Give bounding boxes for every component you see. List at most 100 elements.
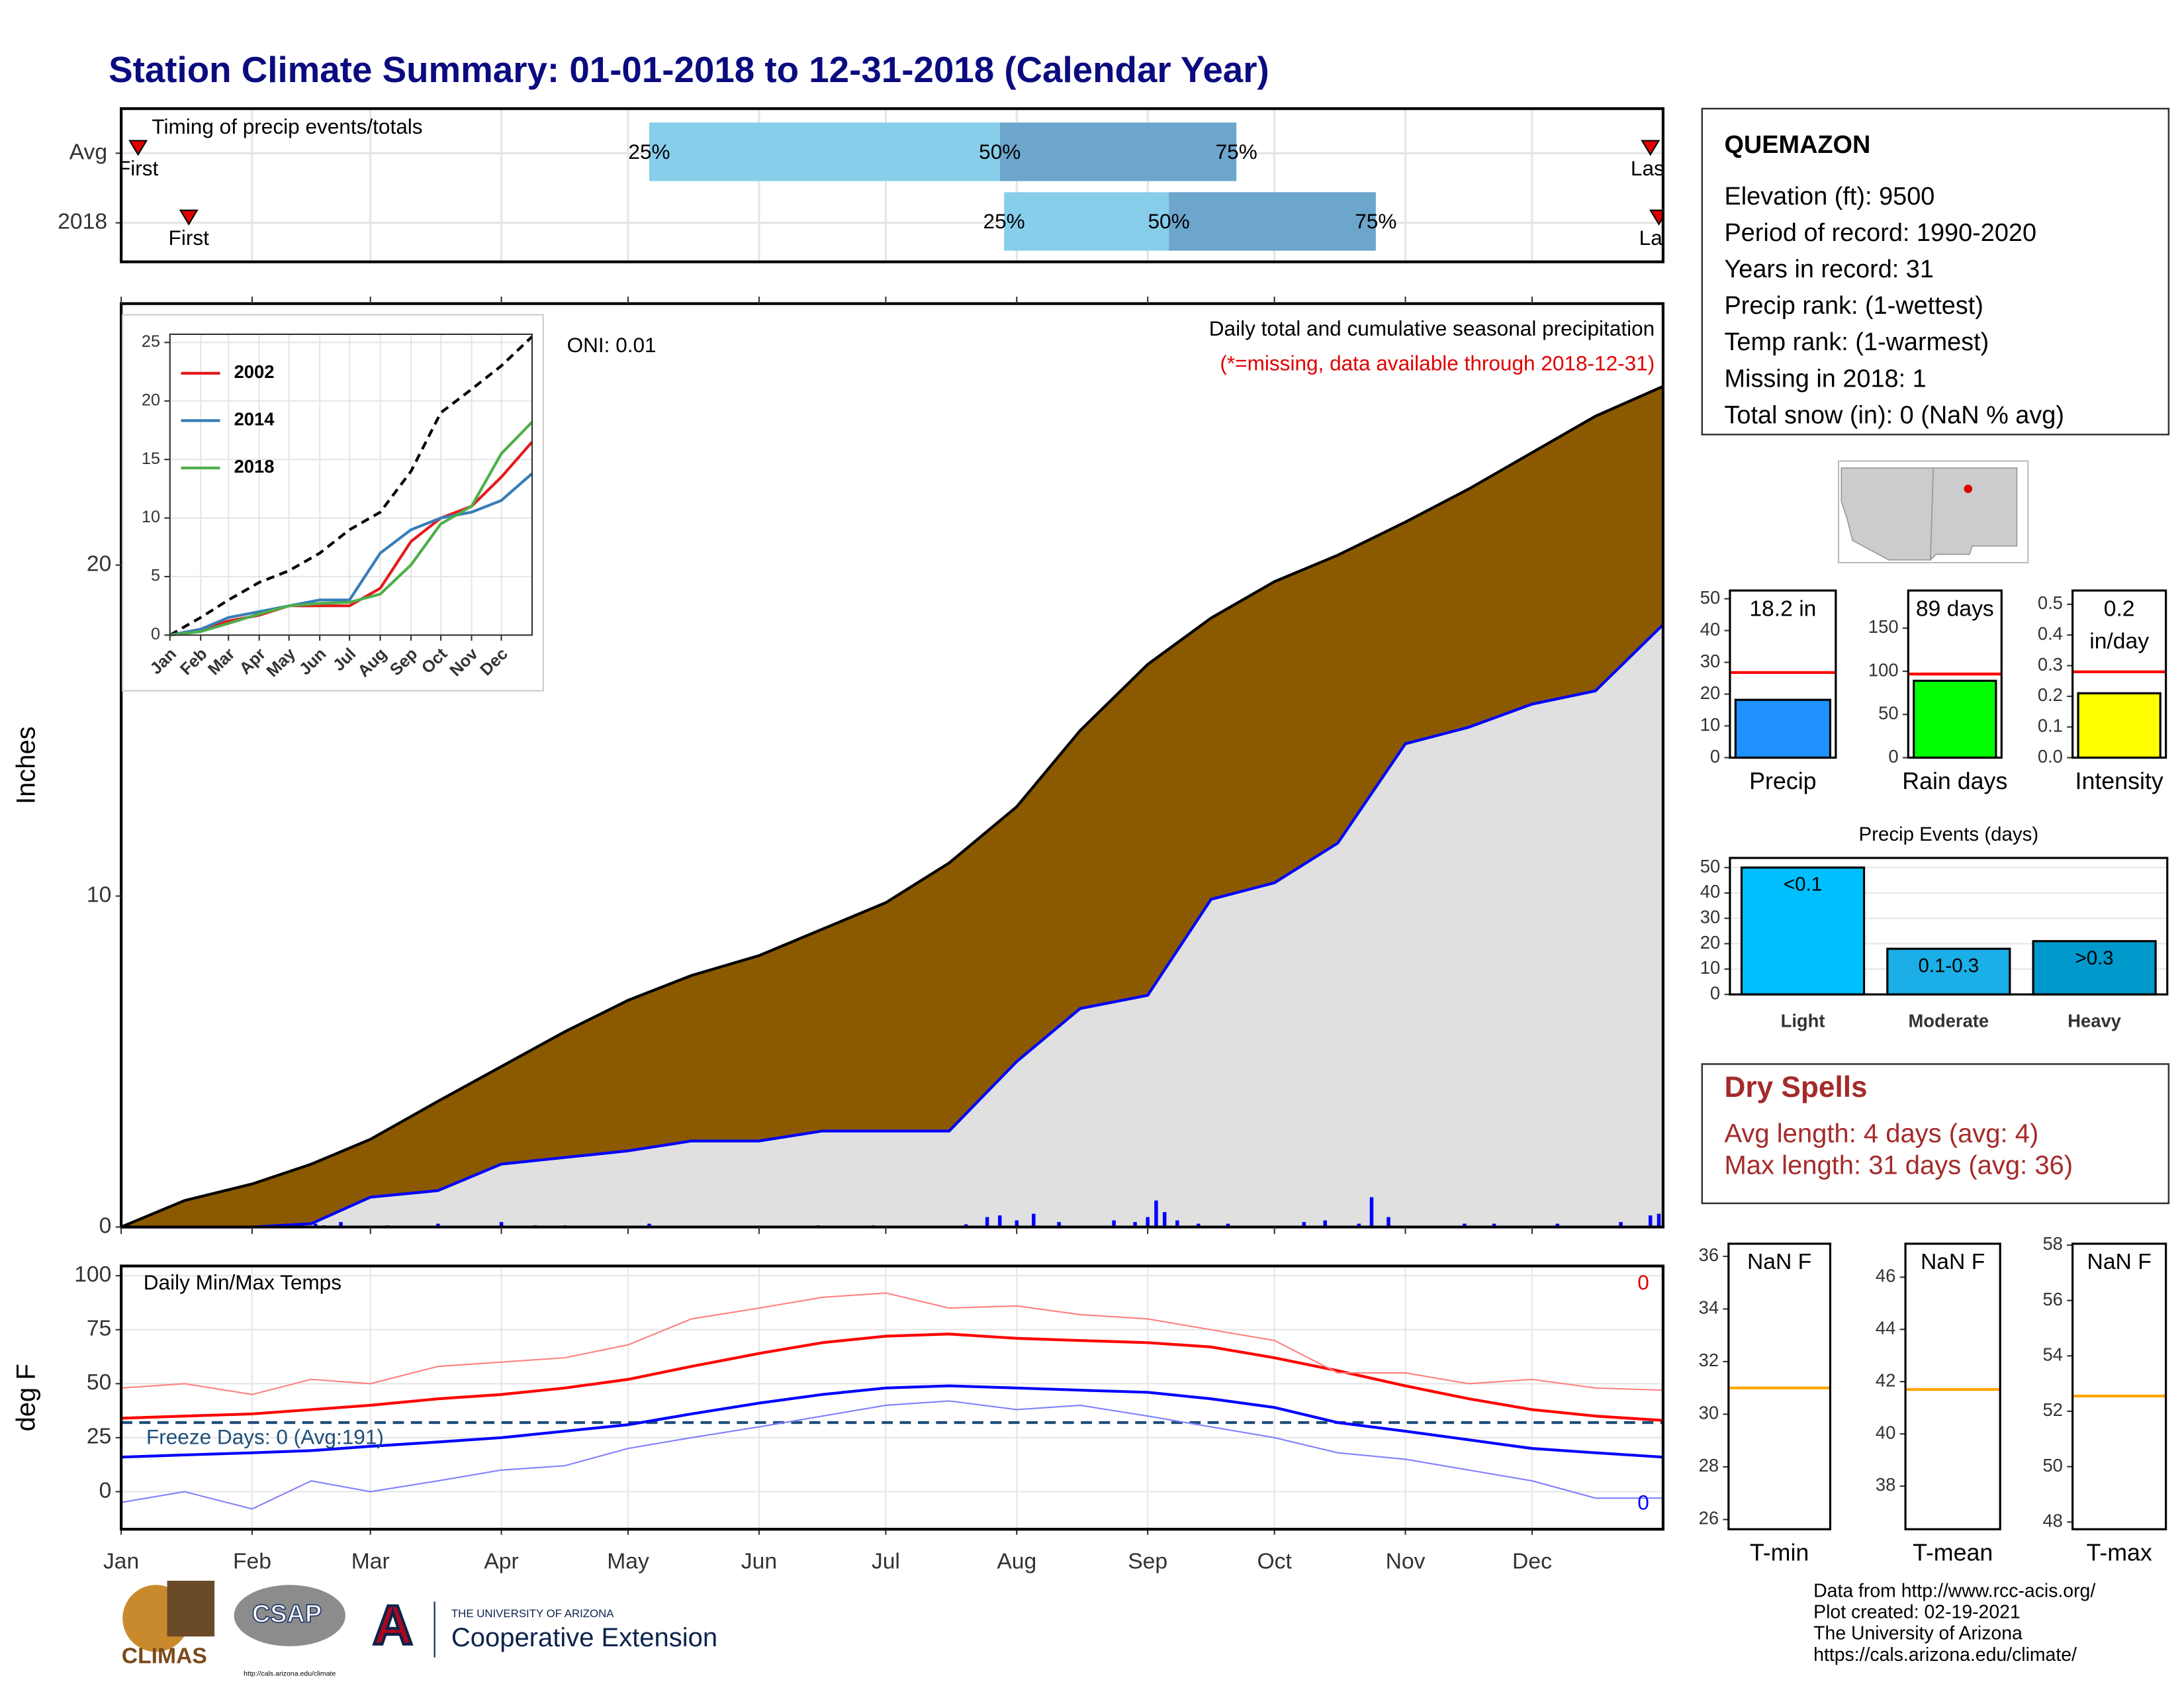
y-tick-label: 50 xyxy=(87,1370,111,1395)
event-label: First xyxy=(118,156,159,180)
daily-bar xyxy=(1369,1197,1374,1227)
y-tick-label: 0.1 xyxy=(2038,715,2063,735)
panel-border xyxy=(1907,589,2003,759)
dry-spells-title: Dry Spells xyxy=(1724,1071,1867,1103)
value-label: NaN F xyxy=(1747,1250,1811,1274)
y-tick-label: 0.0 xyxy=(2038,746,2063,767)
y-tick-label: 0 xyxy=(1710,982,1720,1003)
x-tick-label: Feb xyxy=(233,1550,271,1574)
daily-bar xyxy=(1112,1220,1116,1227)
quartile-label: 75% xyxy=(1216,140,1257,164)
quartile-box xyxy=(999,122,1237,181)
daily-bar xyxy=(1619,1222,1623,1227)
csap-url: http://cals.arizona.edu/climate xyxy=(244,1670,336,1678)
station-info: Elevation (ft): 9500 xyxy=(1724,183,1934,211)
y-tick-label: 48 xyxy=(2042,1510,2062,1530)
y-tick-label: 10 xyxy=(1700,957,1720,978)
x-tick-label: Heavy xyxy=(2068,1011,2121,1031)
panel xyxy=(1728,1243,1831,1530)
value-label: 89 days xyxy=(1916,596,1994,621)
missing-count: 0 xyxy=(1637,1270,1649,1294)
footer-line: The University of Arizona xyxy=(1813,1623,2023,1644)
bin-label: 0.1-0.3 xyxy=(1918,955,1979,976)
panel-border xyxy=(1904,1243,2001,1530)
y-tick-label: 30 xyxy=(1700,906,1720,927)
daily-bar xyxy=(1648,1215,1653,1227)
x-tick-label: Nov xyxy=(1386,1550,1426,1574)
cumulative-line xyxy=(120,385,1664,1229)
ua-logo-letter: A xyxy=(373,1594,413,1656)
y-tick-label: 20 xyxy=(87,552,111,577)
panel-border xyxy=(2071,589,2167,759)
bar xyxy=(2032,940,2157,996)
event-label: First xyxy=(169,226,210,250)
x-tick-label: Jun xyxy=(741,1550,777,1574)
daily-bar xyxy=(1175,1220,1179,1227)
x-tick-label: Dec xyxy=(1512,1550,1552,1574)
daily-bar xyxy=(1057,1222,1061,1227)
x-axis-label: T-mean xyxy=(1913,1539,1993,1566)
quartile-box xyxy=(649,122,1000,181)
daily-bar xyxy=(1162,1212,1167,1227)
y-tick-label: 26 xyxy=(1699,1508,1719,1528)
annotation: Freeze Days: 0 (Avg:191) xyxy=(146,1425,384,1449)
page-title: Station Climate Summary: 01-01-2018 to 1… xyxy=(109,49,1269,90)
x-axis-label: Intensity xyxy=(2075,768,2163,794)
event-label: Last xyxy=(1639,226,1679,250)
series-line xyxy=(121,1292,1663,1395)
series-line xyxy=(121,1384,1664,1459)
y-tick-label: 100 xyxy=(1868,659,1899,680)
value-label: NaN F xyxy=(2087,1250,2152,1274)
panel-subtitle: (*=missing, data available through 2018-… xyxy=(1220,352,1655,375)
y-tick-label: 10 xyxy=(142,508,160,526)
y-tick-label: 10 xyxy=(87,883,111,908)
x-tick-label: May xyxy=(607,1550,649,1574)
quartile-label: 50% xyxy=(1148,209,1190,233)
y-tick-label: 58 xyxy=(2042,1233,2062,1254)
daily-bar xyxy=(985,1217,989,1227)
y-tick-label: 50 xyxy=(2042,1455,2062,1476)
daily-bar xyxy=(1302,1222,1306,1227)
value-label: 0.2 in/day xyxy=(2089,596,2149,653)
x-tick-label: Moderate xyxy=(1909,1011,1989,1031)
footer-line: Plot created: 02-19-2021 xyxy=(1813,1602,2021,1623)
csap-cloud xyxy=(234,1585,345,1646)
y-tick-label: 28 xyxy=(1699,1455,1719,1476)
daily-bar xyxy=(998,1215,1002,1227)
quartile-box xyxy=(1004,192,1169,251)
annotation: ONI: 0.01 xyxy=(567,333,657,357)
map-state xyxy=(1930,467,2018,561)
y-tick-label: 5 xyxy=(151,567,160,585)
panel-title: Daily total and cumulative seasonal prec… xyxy=(1209,316,1655,340)
y-tick-label: 36 xyxy=(1699,1244,1719,1265)
csap-logo-text: CSAP xyxy=(252,1601,322,1628)
quartile-box xyxy=(1169,192,1376,251)
y-tick-label: 52 xyxy=(2042,1399,2062,1420)
footer-line: https://cals.arizona.edu/climate/ xyxy=(1813,1644,2077,1665)
y-tick-label: 46 xyxy=(1876,1266,1895,1286)
y-tick-label: 20 xyxy=(142,391,160,409)
panel-border xyxy=(1729,857,2169,996)
value-label: NaN F xyxy=(1921,1250,1985,1274)
daily-bar xyxy=(313,1223,318,1227)
daily-bar xyxy=(1032,1213,1036,1227)
station-info: Precip rank: (1-wettest) xyxy=(1724,292,1983,320)
x-tick-label: Sep xyxy=(1128,1550,1167,1574)
panel xyxy=(121,1266,1663,1530)
panel-border xyxy=(1727,1243,1832,1530)
footer-line: Data from http://www.rcc-acis.org/ xyxy=(1813,1580,2095,1601)
y-tick-label: 15 xyxy=(142,449,160,468)
panel-border xyxy=(169,333,533,636)
dry-spells-box xyxy=(1701,1063,2170,1205)
panel-border xyxy=(2071,1243,2167,1530)
x-tick-label: Apr xyxy=(484,1550,518,1574)
event-marker xyxy=(128,140,148,156)
event-marker xyxy=(1641,140,1661,156)
quartile-label: 25% xyxy=(628,140,670,164)
y-tick-label: 0.5 xyxy=(2038,592,2063,613)
ua-unit: Cooperative Extension xyxy=(451,1623,717,1652)
daily-bar xyxy=(1133,1222,1137,1227)
daily-bar xyxy=(1463,1223,1467,1227)
daily-bar xyxy=(499,1222,504,1227)
